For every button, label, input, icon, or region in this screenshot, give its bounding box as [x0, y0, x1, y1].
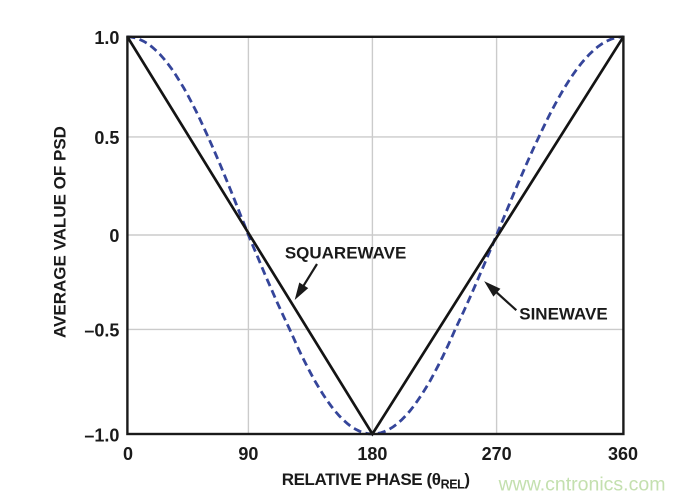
svg-text:RELATIVE PHASE (θREL): RELATIVE PHASE (θREL): [282, 470, 470, 492]
svg-text:www.cntronics.com: www.cntronics.com: [498, 474, 666, 496]
svg-text:AVERAGE VALUE OF PSD: AVERAGE VALUE OF PSD: [51, 126, 70, 338]
svg-text:270: 270: [482, 444, 512, 464]
svg-text:–1.0: –1.0: [84, 426, 119, 446]
svg-text:–0.5: –0.5: [84, 321, 119, 341]
svg-text:0.5: 0.5: [94, 128, 119, 148]
svg-text:0: 0: [109, 226, 119, 246]
svg-text:90: 90: [238, 444, 258, 464]
svg-text:180: 180: [357, 444, 387, 464]
svg-text:SQUAREWAVE: SQUAREWAVE: [285, 244, 407, 263]
svg-text:1.0: 1.0: [94, 28, 119, 48]
svg-text:SINEWAVE: SINEWAVE: [519, 305, 607, 324]
svg-text:360: 360: [608, 444, 638, 464]
svg-text:0: 0: [123, 444, 133, 464]
